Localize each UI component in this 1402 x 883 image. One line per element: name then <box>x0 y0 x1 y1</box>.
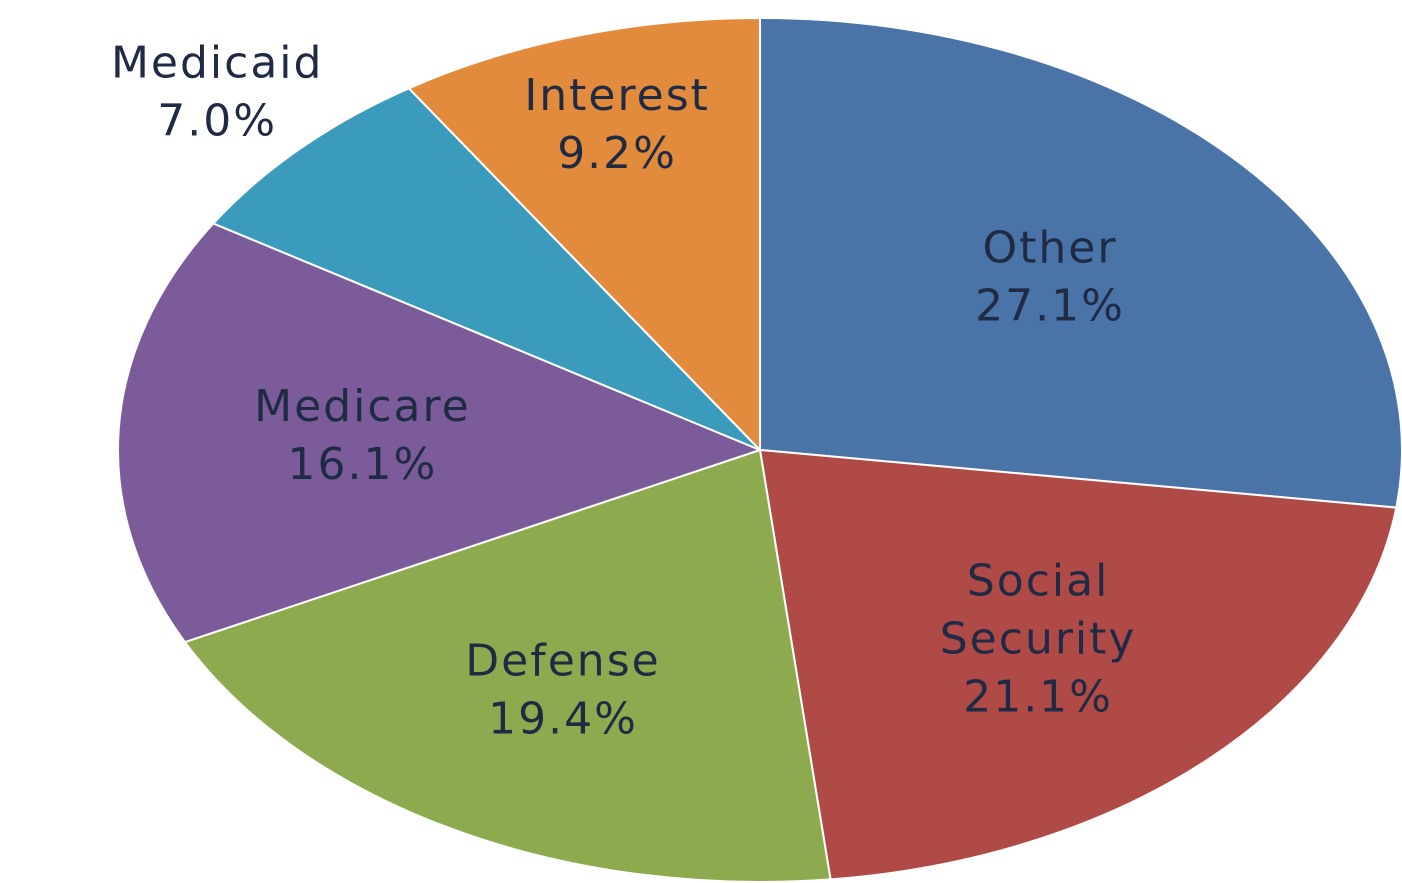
pie-slice-medicare <box>117 222 763 644</box>
data-label-value: 21.1% <box>963 672 1113 723</box>
data-label-category: Other <box>983 222 1118 273</box>
data-label-value: 27.1% <box>975 280 1125 331</box>
data-label-value: 16.1% <box>288 439 438 490</box>
data-label-category: Medicaid <box>111 37 324 88</box>
data-label-category: Defense <box>465 636 660 687</box>
data-label-category: Social <box>967 556 1109 607</box>
pie-slice-interest <box>407 16 761 453</box>
pie-data-labels: Other 27.1% Social Security 21.1% Defense 19.4… <box>111 37 1137 745</box>
data-label-category: Interest <box>524 70 710 121</box>
pie-slice-defense <box>183 448 832 883</box>
data-label-medicaid: Medicaid 7.0% <box>111 37 324 146</box>
data-label-social-security: Social Security 21.1% <box>940 556 1137 723</box>
data-label-value: 7.0% <box>157 95 277 146</box>
data-label-interest: Interest 9.2% <box>524 70 710 179</box>
data-label-category: Security <box>940 614 1137 665</box>
pie-slice-social-security <box>758 448 1398 881</box>
data-label-medicare: Medicare 16.1% <box>254 381 471 490</box>
data-label-value: 19.4% <box>488 694 638 745</box>
pie-slices <box>117 16 1402 883</box>
pie-slice-other <box>759 16 1402 509</box>
data-label-other: Other 27.1% <box>975 222 1125 331</box>
pie-slice-medicaid <box>211 87 761 451</box>
data-label-value: 9.2% <box>557 128 677 179</box>
data-label-category: Medicare <box>254 381 471 432</box>
data-label-defense: Defense 19.4% <box>465 636 660 745</box>
